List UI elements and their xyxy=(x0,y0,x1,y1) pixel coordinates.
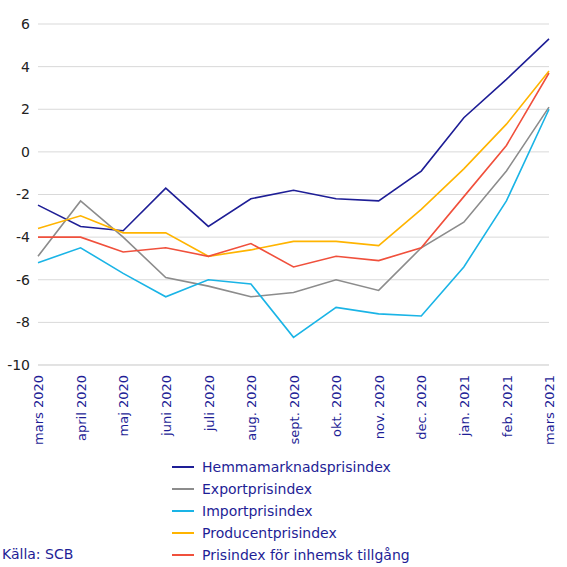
svg-text:april 2020: april 2020 xyxy=(74,375,89,441)
html-text:Exportprisindex: Exportprisindex xyxy=(202,481,312,497)
svg-text:-4: -4 xyxy=(16,229,30,245)
svg-text:okt. 2020: okt. 2020 xyxy=(329,375,344,437)
svg-text:6: 6 xyxy=(21,16,30,32)
html-text:Importprisindex: Importprisindex xyxy=(202,503,313,519)
html-text:Källa: SCB: Källa: SCB xyxy=(2,546,74,562)
html-text:Producentprisindex: Producentprisindex xyxy=(202,525,337,541)
html-text:Prisindex för inhemsk tillgång: Prisindex för inhemsk tillgång xyxy=(202,547,410,563)
svg-text:dec. 2020: dec. 2020 xyxy=(414,375,429,440)
html-text:Hemmamarknadsprisindex: Hemmamarknadsprisindex xyxy=(202,459,391,475)
svg-text:jan. 2021: jan. 2021 xyxy=(457,375,472,437)
svg-text:sept. 2020: sept. 2020 xyxy=(287,375,302,444)
svg-text:mars 2020: mars 2020 xyxy=(31,375,46,445)
svg-text:juni 2020: juni 2020 xyxy=(159,375,174,437)
svg-text:4: 4 xyxy=(21,59,30,75)
svg-text:-10: -10 xyxy=(8,357,30,373)
svg-text:maj 2020: maj 2020 xyxy=(116,375,131,436)
svg-text:mars 2021: mars 2021 xyxy=(542,375,557,445)
svg-text:aug. 2020: aug. 2020 xyxy=(244,375,259,441)
svg-text:feb. 2021: feb. 2021 xyxy=(500,375,515,437)
svg-text:-2: -2 xyxy=(16,186,30,202)
svg-text:-8: -8 xyxy=(16,314,30,330)
svg-text:juli 2020: juli 2020 xyxy=(202,375,217,432)
svg-text:2: 2 xyxy=(21,101,30,117)
svg-text:0: 0 xyxy=(21,144,30,160)
svg-text:-6: -6 xyxy=(16,272,30,288)
svg-text:nov. 2020: nov. 2020 xyxy=(372,375,387,439)
